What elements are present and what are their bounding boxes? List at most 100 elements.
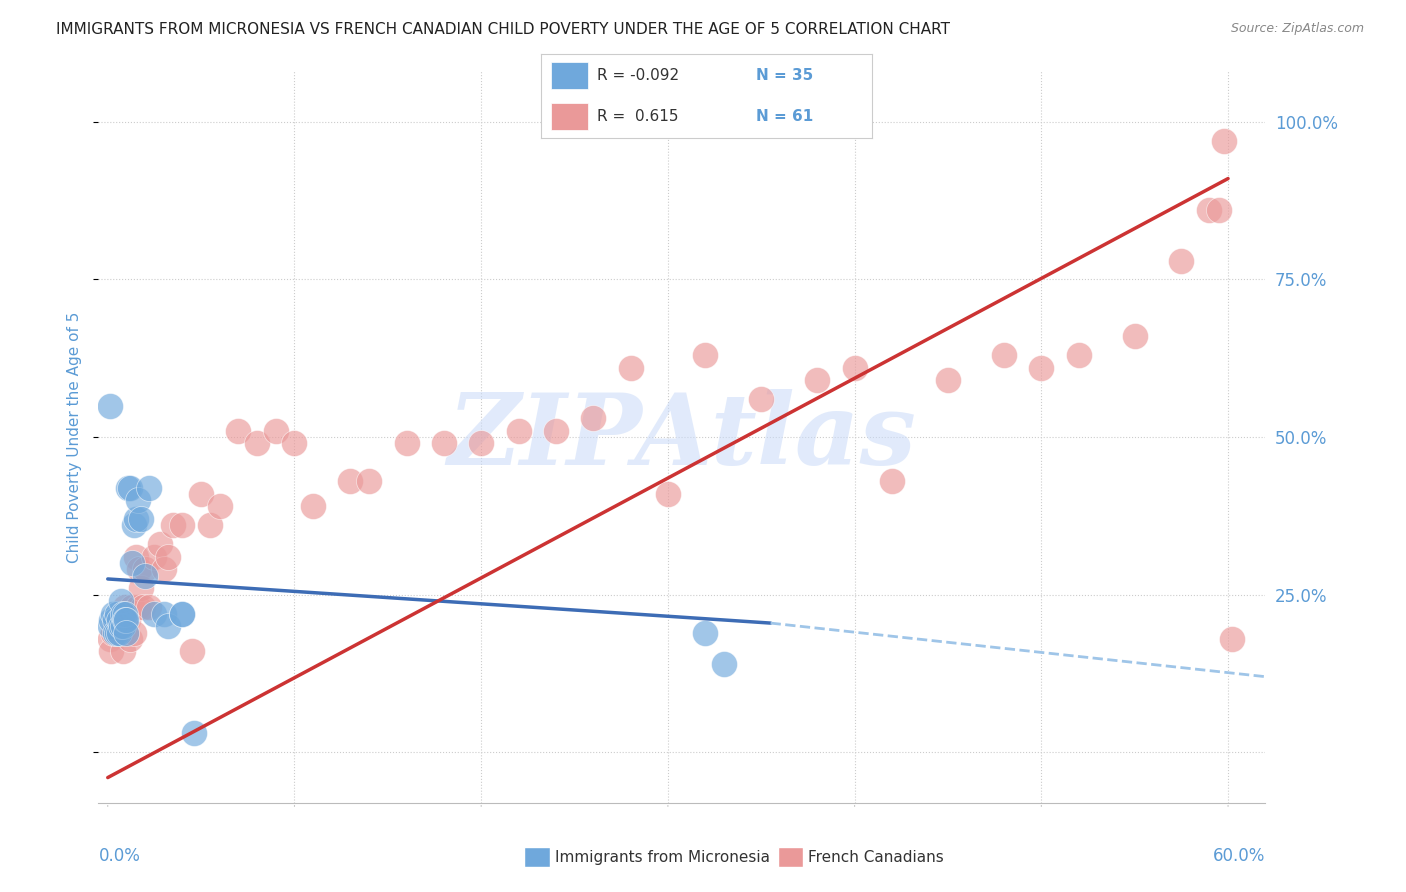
French Canadians [152, 562, 174, 576]
FancyBboxPatch shape [778, 847, 803, 867]
French Canadians [246, 436, 269, 450]
French Canadians [117, 613, 139, 627]
Immigrants from Micronesia [108, 613, 131, 627]
Text: Source: ZipAtlas.com: Source: ZipAtlas.com [1230, 22, 1364, 36]
Immigrants from Micronesia [105, 607, 128, 621]
French Canadians [1067, 348, 1090, 362]
Immigrants from Micronesia [111, 607, 134, 621]
Immigrants from Micronesia [125, 512, 148, 526]
Immigrants from Micronesia [713, 657, 735, 671]
French Canadians [134, 562, 156, 576]
Immigrants from Micronesia [104, 625, 127, 640]
French Canadians [190, 487, 212, 501]
Immigrants from Micronesia [108, 625, 131, 640]
French Canadians [108, 613, 131, 627]
Immigrants from Micronesia [110, 594, 132, 608]
Immigrants from Micronesia [110, 619, 132, 633]
Text: N = 61: N = 61 [756, 109, 813, 124]
French Canadians [138, 600, 160, 615]
French Canadians [1220, 632, 1243, 646]
Text: R = -0.092: R = -0.092 [598, 68, 679, 83]
Immigrants from Micronesia [131, 512, 153, 526]
French Canadians [880, 474, 903, 488]
FancyBboxPatch shape [551, 103, 588, 130]
French Canadians [582, 411, 605, 425]
French Canadians [172, 518, 194, 533]
French Canadians [105, 625, 128, 640]
Text: IMMIGRANTS FROM MICRONESIA VS FRENCH CANADIAN CHILD POVERTY UNDER THE AGE OF 5 C: IMMIGRANTS FROM MICRONESIA VS FRENCH CAN… [56, 22, 950, 37]
French Canadians [131, 582, 153, 596]
French Canadians [936, 373, 959, 387]
Immigrants from Micronesia [103, 607, 125, 621]
Immigrants from Micronesia [127, 493, 149, 508]
French Canadians [228, 424, 250, 438]
French Canadians [104, 619, 127, 633]
French Canadians [264, 424, 287, 438]
French Canadians [302, 500, 325, 514]
French Canadians [1213, 134, 1236, 148]
Immigrants from Micronesia [183, 726, 205, 740]
Immigrants from Micronesia [695, 625, 717, 640]
French Canadians [695, 348, 717, 362]
Text: 0.0%: 0.0% [98, 847, 141, 864]
French Canadians [103, 625, 125, 640]
French Canadians [149, 537, 172, 551]
Immigrants from Micronesia [115, 625, 138, 640]
French Canadians [120, 632, 142, 646]
Immigrants from Micronesia [134, 569, 156, 583]
French Canadians [100, 644, 122, 658]
French Canadians [1208, 203, 1230, 218]
Text: 60.0%: 60.0% [1213, 847, 1265, 864]
French Canadians [433, 436, 456, 450]
French Canadians [162, 518, 184, 533]
French Canadians [283, 436, 305, 450]
French Canadians [508, 424, 530, 438]
Immigrants from Micronesia [143, 607, 166, 621]
French Canadians [1170, 253, 1192, 268]
Text: N = 35: N = 35 [756, 68, 813, 83]
Immigrants from Micronesia [117, 481, 139, 495]
French Canadians [1031, 360, 1053, 375]
Immigrants from Micronesia [120, 481, 142, 495]
French Canadians [1198, 203, 1220, 218]
Immigrants from Micronesia [156, 619, 179, 633]
French Canadians [127, 600, 149, 615]
French Canadians [749, 392, 772, 407]
French Canadians [143, 549, 166, 564]
Immigrants from Micronesia [98, 619, 121, 633]
French Canadians [110, 625, 132, 640]
Immigrants from Micronesia [121, 556, 143, 570]
French Canadians [132, 600, 155, 615]
Immigrants from Micronesia [152, 607, 174, 621]
French Canadians [470, 436, 492, 450]
French Canadians [115, 625, 138, 640]
Immigrants from Micronesia [138, 481, 160, 495]
French Canadians [208, 500, 231, 514]
French Canadians [619, 360, 641, 375]
French Canadians [1123, 329, 1146, 343]
Immigrants from Micronesia [114, 607, 136, 621]
FancyBboxPatch shape [524, 847, 550, 867]
Immigrants from Micronesia [105, 625, 128, 640]
French Canadians [339, 474, 361, 488]
Immigrants from Micronesia [111, 619, 134, 633]
Immigrants from Micronesia [172, 607, 194, 621]
French Canadians [993, 348, 1015, 362]
French Canadians [657, 487, 679, 501]
French Canadians [395, 436, 418, 450]
Immigrants from Micronesia [98, 399, 121, 413]
Immigrants from Micronesia [100, 613, 122, 627]
Immigrants from Micronesia [172, 607, 194, 621]
Immigrants from Micronesia [122, 518, 145, 533]
French Canadians [359, 474, 381, 488]
French Canadians [121, 600, 143, 615]
Text: Immigrants from Micronesia: Immigrants from Micronesia [555, 850, 770, 864]
French Canadians [98, 632, 121, 646]
French Canadians [114, 600, 136, 615]
Text: French Canadians: French Canadians [808, 850, 945, 864]
Text: ZIPAtlas: ZIPAtlas [447, 389, 917, 485]
Y-axis label: Child Poverty Under the Age of 5: Child Poverty Under the Age of 5 [67, 311, 83, 563]
French Canadians [111, 644, 134, 658]
French Canadians [180, 644, 202, 658]
French Canadians [156, 549, 179, 564]
